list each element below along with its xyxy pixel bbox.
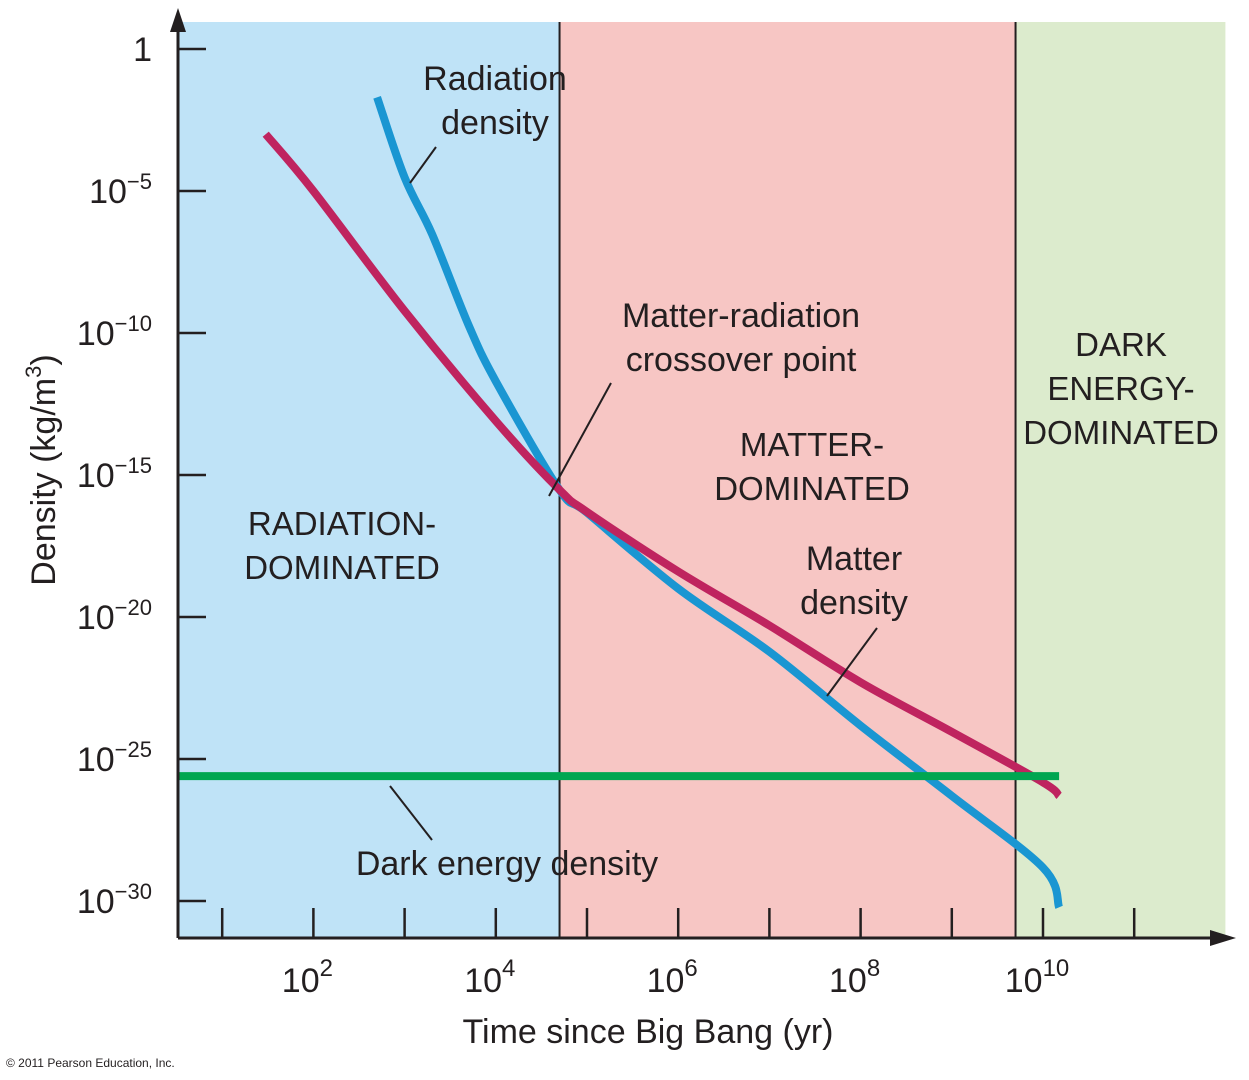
density-curves	[178, 95, 1063, 909]
x-axis-arrow	[1210, 930, 1236, 946]
x-tick-label-1: 104	[464, 955, 515, 1000]
matter-density-label-leader	[826, 627, 878, 697]
matter-density-curve	[262, 131, 1062, 799]
y-tick-label-5: 10−25	[77, 737, 152, 779]
x-tick-label-2: 106	[647, 955, 698, 1000]
copyright-notice: © 2011 Pearson Education, Inc.	[6, 1056, 175, 1070]
region-label-0: RADIATION-DOMINATED	[244, 505, 440, 586]
y-axis-arrow	[170, 8, 186, 32]
radiation-density-label: Radiation density	[423, 60, 567, 142]
chart-labels: 1 10−5 10−10 10−15 10−20 10−25 10−30 102 104 106 1…	[21, 31, 1219, 1051]
y-axis-title: Density (kg/m3)	[21, 354, 63, 585]
region-0	[178, 22, 560, 938]
annotation-leaders	[389, 146, 878, 841]
crossover-point-label: Matter-radiation crossover point	[622, 297, 860, 379]
region-2	[1015, 22, 1226, 938]
region-label-2: DARK ENERGY-DOMINATED	[1023, 326, 1219, 451]
region-backgrounds	[178, 22, 1226, 938]
axes	[170, 8, 1236, 946]
dark-energy-density-label-leader	[389, 785, 433, 841]
y-tick-label-6: 10−30	[77, 879, 152, 921]
y-tick-label-3: 10−15	[77, 453, 152, 495]
region-dividers	[558, 22, 1017, 938]
y-tick-label-1: 10−5	[89, 169, 152, 211]
crossover-point-label-leader	[548, 382, 612, 497]
dark-energy-density-label: Dark energy density	[356, 845, 658, 883]
radiation-density-label-leader	[409, 146, 437, 184]
region-label-1: MATTER-DOMINATED	[714, 426, 910, 507]
y-tick-label-2: 10−10	[77, 311, 152, 353]
x-tick-label-3: 108	[829, 955, 880, 1000]
y-tick-label-4: 10−20	[77, 595, 152, 637]
x-tick-label-0: 102	[282, 955, 333, 1000]
matter-density-label: Matter density	[800, 540, 908, 622]
x-tick-label-4: 1010	[1005, 955, 1070, 1000]
axis-ticks	[178, 47, 1136, 938]
y-tick-label-0: 1	[133, 31, 152, 69]
x-axis-title: Time since Big Bang (yr)	[463, 1013, 834, 1051]
